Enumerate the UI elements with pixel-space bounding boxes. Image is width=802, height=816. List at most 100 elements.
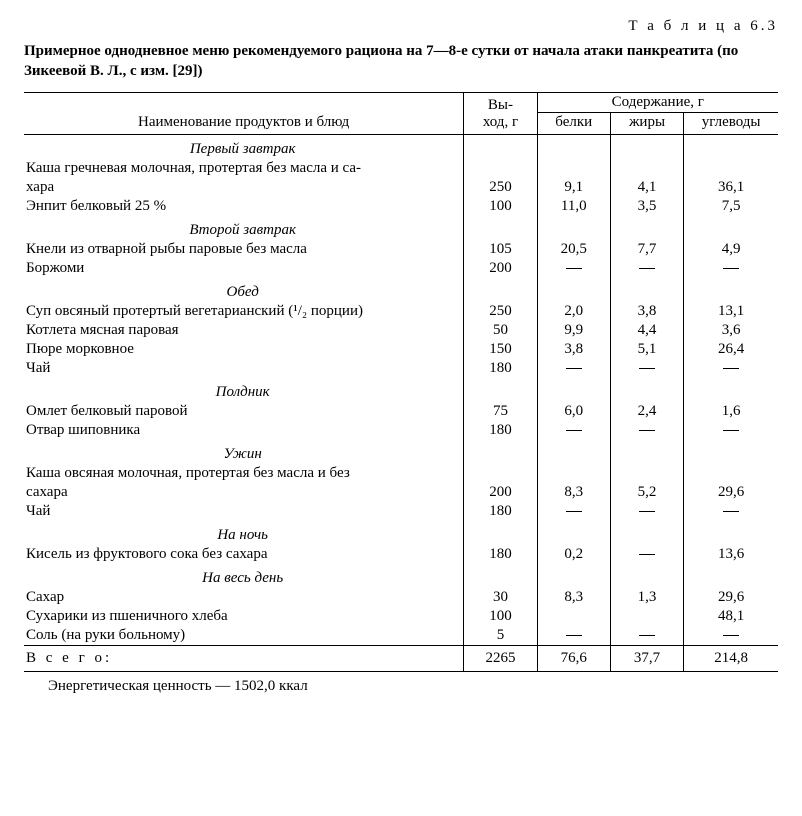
carbs-cell: 13,6	[684, 545, 778, 564]
empty-cell	[537, 440, 610, 464]
amount-cell: 180	[464, 359, 537, 378]
table-row: Пюре морковное1503,85,126,4	[24, 340, 778, 359]
total-protein: 76,6	[537, 645, 610, 671]
carbs-cell: 29,6	[684, 588, 778, 607]
section-title: На весь день	[24, 564, 464, 588]
protein-cell	[537, 259, 610, 278]
protein-cell: 11,0	[537, 197, 610, 216]
empty-cell	[684, 278, 778, 302]
amount-cell: 180	[464, 545, 537, 564]
fat-cell: 4,4	[610, 321, 683, 340]
table-row: Кнели из отварной рыбы паровые без масла…	[24, 240, 778, 259]
carbs-cell: 26,4	[684, 340, 778, 359]
total-row: В с е г о:226576,637,7214,8	[24, 645, 778, 671]
empty-cell	[464, 564, 537, 588]
carbs-cell: 4,9	[684, 240, 778, 259]
table-row: Боржоми200	[24, 259, 778, 278]
section-title: Второй завтрак	[24, 216, 464, 240]
empty-cell	[610, 278, 683, 302]
amount-cell: 150	[464, 340, 537, 359]
dish-name: Каша овсяная молочная, протертая без мас…	[24, 464, 464, 483]
dish-name: Сухарики из пшеничного хлеба	[24, 607, 464, 626]
protein-cell: 8,3	[537, 588, 610, 607]
total-carbs: 214,8	[684, 645, 778, 671]
empty-cell	[684, 521, 778, 545]
empty-cell	[610, 440, 683, 464]
carbs-cell	[684, 421, 778, 440]
dish-name: Котлета мясная паровая	[24, 321, 464, 340]
empty-cell	[610, 216, 683, 240]
empty-cell	[464, 216, 537, 240]
table-row: Каша гречневая молочная, протертая без м…	[24, 159, 778, 178]
carbs-cell	[684, 464, 778, 483]
protein-cell: 8,3	[537, 483, 610, 502]
protein-cell: 9,1	[537, 178, 610, 197]
fat-cell	[610, 502, 683, 521]
carbs-cell	[684, 159, 778, 178]
dish-name: хара	[24, 178, 464, 197]
protein-cell	[537, 359, 610, 378]
fat-cell: 4,1	[610, 178, 683, 197]
amount-cell: 180	[464, 421, 537, 440]
table-row: Суп овсяный протертый вегетарианский (¹/…	[24, 302, 778, 321]
empty-cell	[464, 278, 537, 302]
fat-cell: 3,5	[610, 197, 683, 216]
fat-cell: 2,4	[610, 402, 683, 421]
section-title-row: Полдник	[24, 378, 778, 402]
amount-cell: 100	[464, 197, 537, 216]
hdr-fat: жиры	[610, 112, 683, 132]
empty-cell	[684, 134, 778, 159]
fat-cell	[610, 159, 683, 178]
carbs-cell: 36,1	[684, 178, 778, 197]
section-title: Первый завтрак	[24, 134, 464, 159]
empty-cell	[610, 378, 683, 402]
section-title: Обед	[24, 278, 464, 302]
carbs-cell: 29,6	[684, 483, 778, 502]
table-row: Сахар308,31,329,6	[24, 588, 778, 607]
total-amount: 2265	[464, 645, 537, 671]
protein-cell	[537, 159, 610, 178]
table-row: Омлет белковый паровой756,02,41,6	[24, 402, 778, 421]
amount-cell: 200	[464, 259, 537, 278]
amount-cell: 105	[464, 240, 537, 259]
protein-cell: 6,0	[537, 402, 610, 421]
dish-name: Соль (на руки больному)	[24, 626, 464, 646]
table-row: Энпит белковый 25 %10011,03,57,5	[24, 197, 778, 216]
fat-cell	[610, 421, 683, 440]
table-caption: Примерное однодневное меню рекомендуемог…	[24, 41, 778, 82]
protein-cell: 3,8	[537, 340, 610, 359]
dish-name: Кисель из фруктового сока без сахара	[24, 545, 464, 564]
empty-cell	[684, 564, 778, 588]
amount-cell: 250	[464, 302, 537, 321]
dish-name: сахара	[24, 483, 464, 502]
section-title: Полдник	[24, 378, 464, 402]
empty-cell	[537, 378, 610, 402]
carbs-cell: 7,5	[684, 197, 778, 216]
empty-cell	[537, 564, 610, 588]
carbs-cell: 48,1	[684, 607, 778, 626]
protein-cell: 2,0	[537, 302, 610, 321]
protein-cell	[537, 607, 610, 626]
section-title-row: Первый завтрак	[24, 134, 778, 159]
fat-cell	[610, 545, 683, 564]
empty-cell	[684, 216, 778, 240]
fat-cell	[610, 359, 683, 378]
amount-cell: 180	[464, 502, 537, 521]
empty-cell	[464, 440, 537, 464]
table-row: Сухарики из пшеничного хлеба10048,1	[24, 607, 778, 626]
amount-cell: 5	[464, 626, 537, 646]
table-row: Кисель из фруктового сока без сахара1800…	[24, 545, 778, 564]
carbs-cell: 3,6	[684, 321, 778, 340]
amount-cell: 200	[464, 483, 537, 502]
dish-name: Отвар шиповника	[24, 421, 464, 440]
table-row: сахара2008,35,229,6	[24, 483, 778, 502]
fat-cell: 1,3	[610, 588, 683, 607]
section-title: Ужин	[24, 440, 464, 464]
table-row: Каша овсяная молочная, протертая без мас…	[24, 464, 778, 483]
section-title-row: Ужин	[24, 440, 778, 464]
section-title-row: На весь день	[24, 564, 778, 588]
dish-name: Каша гречневая молочная, протертая без м…	[24, 159, 464, 178]
protein-cell: 20,5	[537, 240, 610, 259]
protein-cell	[537, 626, 610, 646]
amount-cell: 50	[464, 321, 537, 340]
